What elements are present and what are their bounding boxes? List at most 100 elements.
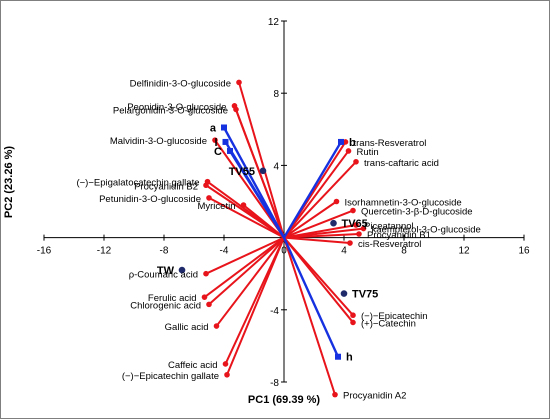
sample-points	[178, 167, 348, 297]
point-labels: Delfinidin-3-O-glucoside Peonidin-3-O-glu…	[76, 78, 480, 401]
attribute-vectors	[221, 124, 344, 360]
loading-vector	[242, 204, 285, 239]
sample-label: TV65	[342, 218, 368, 230]
sample-point	[330, 219, 337, 227]
loading-vector	[283, 236, 354, 324]
x-tick-label: 12	[458, 246, 470, 257]
loading-label: kaempferol-3-O-glucoside	[372, 225, 481, 236]
loading-label: Isorhamnetin-3-O-glucoside	[345, 198, 462, 209]
loading-point	[350, 312, 356, 319]
loading-vector	[208, 236, 285, 306]
loading-label: Pelargonidin-3-O-glucoside	[113, 105, 228, 116]
loading-label: Caffeic acid	[168, 360, 217, 371]
loading-vectors	[201, 79, 367, 398]
loading-point	[350, 207, 356, 214]
x-axis-label: PC1 (69.39 %)	[248, 394, 320, 406]
attribute-label: C	[214, 146, 222, 158]
attribute-point	[335, 353, 341, 360]
loading-label: Delfinidin-3-O-glucoside	[130, 78, 231, 89]
loading-point	[347, 240, 353, 246]
loading-vector	[283, 232, 360, 239]
loading-vector	[205, 184, 285, 239]
loading-point	[350, 319, 356, 326]
y-axis-label: PC2 (23.26 %)	[3, 146, 15, 218]
attribute-vector	[282, 237, 340, 358]
loading-label: Peonidin-3-O-glucoside	[127, 102, 226, 113]
loading-point	[356, 231, 362, 237]
sample-point	[259, 167, 267, 175]
loading-point	[233, 106, 239, 113]
loading-vector	[203, 236, 285, 298]
attribute-point	[221, 124, 227, 131]
sample-label: TV75	[352, 289, 378, 301]
attribute-label: l	[214, 137, 217, 149]
loading-label: Myricetin	[197, 201, 235, 212]
loading-label: cis-Resveratrol	[358, 239, 421, 250]
x-tick-label: -16	[37, 246, 52, 257]
attribute-label: a	[210, 122, 217, 134]
loading-vector	[235, 109, 285, 238]
x-tick-label: -8	[160, 246, 169, 257]
loading-vector	[283, 237, 336, 395]
attribute-vector	[282, 141, 343, 239]
sample-label: TV55	[229, 166, 255, 178]
loading-label: Procyanidin B1	[367, 230, 431, 241]
loading-point	[206, 301, 212, 308]
loading-label: Ferulic acid	[148, 293, 197, 304]
y-tick-label: 8	[273, 89, 279, 100]
loading-label: ρ-Coumaric acid	[129, 270, 198, 281]
y-tick-label: -4	[270, 306, 279, 317]
loading-vector	[283, 161, 357, 239]
loading-label: Rutin	[357, 147, 379, 158]
loading-point	[222, 361, 229, 367]
attribute-vector	[228, 150, 286, 239]
loading-vector	[283, 150, 350, 239]
x-tick-label: 16	[518, 246, 530, 257]
loading-label: (−)−Epicatechin gallate	[122, 371, 219, 382]
loading-vector	[283, 209, 354, 239]
loading-point	[240, 202, 247, 208]
loading-label: trans-caftaric acid	[364, 158, 439, 169]
loading-point	[206, 195, 212, 201]
loading-point	[342, 139, 349, 145]
loading-point	[345, 148, 352, 154]
loading-vector	[205, 236, 285, 275]
loading-label: (−)−Epicatechin	[361, 311, 428, 322]
loading-label: Quercetin-3-β-D-glucoside	[361, 207, 473, 218]
loading-point	[332, 391, 338, 398]
loading-point	[236, 79, 242, 86]
loading-point	[203, 270, 209, 277]
sample-point	[178, 266, 186, 274]
x-tick-label: 4	[341, 246, 347, 257]
loading-point	[353, 222, 359, 228]
attribute-point	[338, 138, 344, 145]
loading-label: trans-Resveratrol	[354, 138, 427, 149]
y-tick-label: 12	[268, 17, 280, 28]
loading-point	[360, 225, 367, 232]
loading-label: Piceatannol	[364, 221, 414, 232]
attribute-point	[227, 147, 233, 154]
loading-point	[224, 371, 230, 378]
loading-label: (+)−Catechin	[361, 318, 416, 329]
x-tick-label: 0	[281, 246, 287, 257]
attribute-label: b	[349, 137, 356, 149]
loading-point	[353, 158, 359, 165]
loading-point	[333, 198, 340, 205]
loading-label: Malvidin-3-O-glucoside	[110, 136, 207, 147]
loading-label: Chlorogenic acid	[130, 300, 201, 311]
loading-vector	[283, 236, 351, 245]
sample-label: TW	[157, 265, 175, 277]
x-tick-label: -12	[97, 246, 112, 257]
loading-label: Procyanidin B2	[134, 181, 198, 192]
attribute-point	[222, 138, 229, 145]
y-tick-label: 4	[273, 161, 279, 172]
loading-vector	[226, 237, 285, 376]
loading-point	[213, 323, 220, 329]
loading-vector	[208, 197, 285, 239]
loading-label: Petunidin-3-O-glucoside	[99, 194, 201, 205]
loading-vector	[215, 236, 285, 327]
loading-label: (−)−Epigalatocatechin gallate	[76, 178, 199, 189]
loading-point	[212, 137, 218, 143]
x-tick-label: 8	[401, 246, 407, 257]
loading-label: Procyanidin A2	[343, 391, 406, 402]
